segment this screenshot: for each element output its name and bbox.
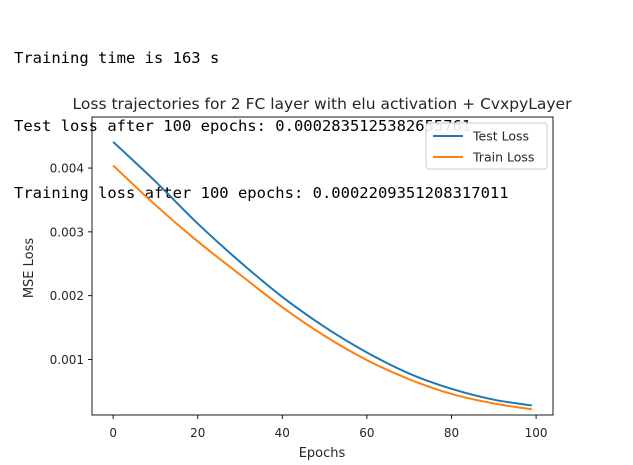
training-time-line: Training time is 163 s bbox=[14, 49, 220, 67]
y-tick-label: 0.001 bbox=[50, 353, 84, 367]
x-tick-label: 80 bbox=[444, 426, 459, 440]
y-tick-label: 0.003 bbox=[50, 225, 84, 239]
x-axis-label: Epochs bbox=[299, 446, 346, 461]
x-tick-label: 20 bbox=[190, 426, 205, 440]
x-tick-label: 40 bbox=[275, 426, 290, 440]
training-loss-line: Training loss after 100 epochs: 0.000220… bbox=[14, 184, 509, 202]
series-layer bbox=[112, 141, 533, 411]
test-loss-line: Test loss after 100 epochs: 0.0002835125… bbox=[14, 116, 472, 135]
y-tick-label: 0.002 bbox=[50, 289, 84, 303]
x-tick-label: 60 bbox=[359, 426, 374, 440]
x-tick-label: 0 bbox=[109, 426, 117, 440]
ticks-layer: 0 20 40 60 80 100 0.001 0.002 0.003 0.004 bbox=[50, 162, 548, 440]
plot-frame bbox=[91, 116, 554, 416]
y-tick-label: 0.004 bbox=[50, 162, 84, 176]
chart-title: Loss trajectories for 2 FC layer with el… bbox=[73, 95, 573, 113]
train-loss-line bbox=[112, 164, 533, 411]
test-loss-legend-label: Test Loss bbox=[472, 129, 529, 144]
console-output: Training time is 163 s Test loss after 1… bbox=[14, 2, 509, 227]
y-axis-label: MSE Loss bbox=[22, 238, 37, 299]
test-loss-line bbox=[112, 141, 533, 407]
x-tick-label: 100 bbox=[525, 426, 548, 440]
legend: Test Loss Train Loss bbox=[425, 122, 548, 170]
train-loss-legend-label: Train Loss bbox=[472, 150, 534, 165]
